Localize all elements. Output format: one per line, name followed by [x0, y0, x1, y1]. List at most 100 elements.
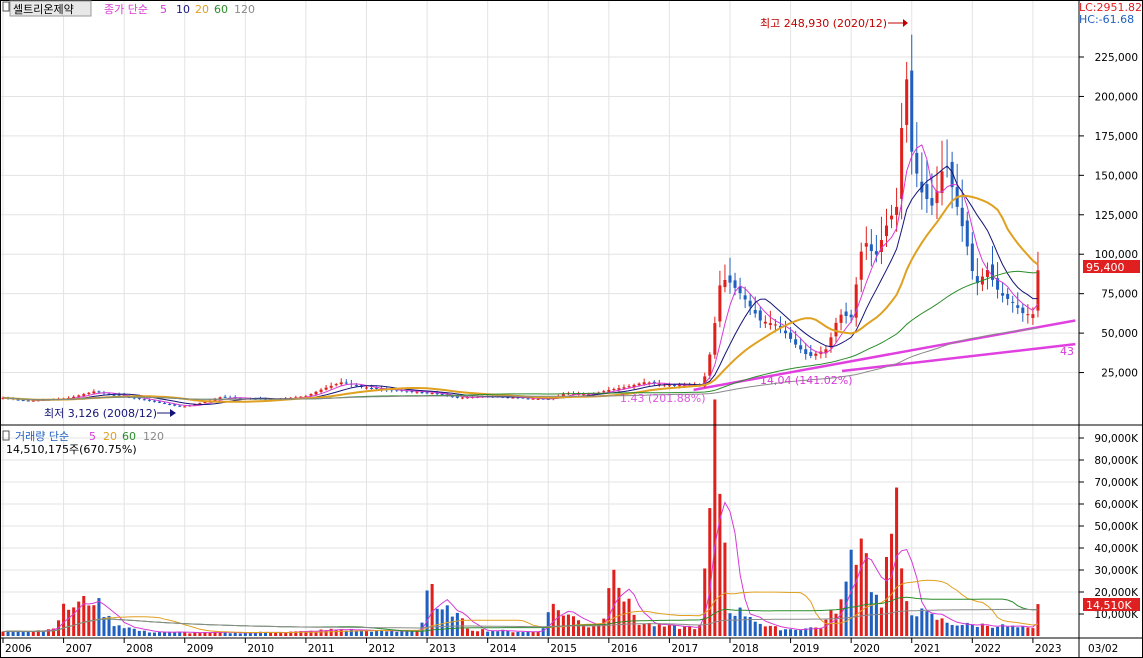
candle-body	[1036, 270, 1040, 311]
volume-bar	[819, 628, 823, 636]
y-tick-label: 200,000	[1095, 91, 1138, 103]
volume-bar	[21, 631, 25, 636]
candle-body	[708, 354, 712, 376]
candle-body	[637, 383, 641, 386]
volume-bar	[173, 631, 177, 636]
candle-body	[168, 403, 172, 405]
volume-bar	[26, 631, 30, 636]
volume-bar	[491, 630, 495, 636]
legend-checkbox-icon[interactable]	[2, 430, 10, 441]
candle-body	[985, 270, 989, 277]
candle-body	[82, 394, 86, 396]
candle-body	[1026, 314, 1030, 316]
volume-bar	[218, 632, 222, 636]
volume-bar	[662, 626, 666, 636]
candle-body	[193, 404, 197, 406]
volume-bar	[435, 608, 439, 636]
volume-bar	[1, 631, 5, 636]
candle-body	[147, 399, 151, 401]
candle-body	[960, 207, 964, 227]
volume-legend-ma120: 120	[143, 430, 164, 443]
volume-bar	[62, 603, 66, 636]
volume-bar	[16, 631, 20, 636]
stock-name-box[interactable]	[9, 0, 92, 17]
volume-bar	[82, 595, 86, 636]
volume-bar	[137, 630, 141, 636]
high-annotation: 최고 248,930 (2020/12)	[760, 17, 887, 30]
candle-body	[92, 391, 96, 394]
volume-bar	[163, 632, 167, 636]
candle-body	[996, 278, 1000, 290]
y-tick-label: 75,000	[1101, 289, 1138, 301]
volume-bar	[112, 626, 116, 636]
volume-bar	[1001, 624, 1005, 636]
volume-bar	[213, 631, 217, 636]
volume-legend-ma5: 5	[89, 430, 96, 443]
volume-bar	[1011, 625, 1015, 636]
volume-bar	[6, 630, 10, 636]
volume-legend[interactable]: 거래량 단순 5 20 60 120 14,510,175주(670.75%)	[2, 430, 164, 456]
volume-bar	[400, 630, 404, 636]
candle-body	[844, 311, 848, 317]
volume-badge-box	[1083, 598, 1140, 611]
price-ma-120-line	[2, 327, 1038, 401]
volume-bar	[97, 598, 101, 636]
volume-bar	[339, 629, 343, 636]
candle-body	[869, 244, 873, 252]
volume-bar	[36, 630, 40, 636]
volume-bar	[758, 623, 762, 636]
candle-body	[425, 392, 429, 394]
volume-bar	[405, 631, 409, 636]
volume-bar	[233, 632, 237, 636]
x-tick-label: 2016	[611, 643, 638, 655]
candle-body	[814, 353, 818, 356]
legend-checkbox-icon[interactable]	[2, 1, 10, 12]
volume-bar	[627, 598, 631, 636]
candle-body	[728, 275, 732, 283]
low-arrow-icon	[157, 409, 176, 417]
volume-bar	[677, 628, 682, 636]
volume-bar	[824, 619, 828, 636]
volume-bar	[269, 632, 273, 636]
candle-body	[773, 324, 777, 326]
candle-body	[864, 243, 868, 247]
volume-bar	[864, 553, 868, 636]
candle-body	[672, 384, 676, 386]
candle-body	[930, 198, 934, 206]
volume-bar	[253, 632, 257, 636]
volume-bar	[309, 630, 313, 636]
volume-bar	[955, 625, 959, 636]
volume-bar	[243, 632, 247, 636]
volume-bar	[354, 630, 358, 636]
candle-body	[87, 392, 91, 394]
x-tick-label: 2008	[126, 643, 153, 655]
volume-bar	[647, 622, 651, 636]
candle-body	[203, 401, 207, 403]
candle-body	[132, 397, 136, 399]
candle-body	[778, 325, 782, 328]
volume-bar	[470, 630, 475, 636]
candle-body	[339, 382, 343, 385]
x-tick-label: 2006	[5, 643, 32, 655]
volume-bar	[248, 632, 252, 636]
price-legend-ma10: 10	[176, 3, 190, 16]
candle-body	[703, 376, 707, 387]
volume-bar	[410, 630, 414, 636]
volume-bar	[839, 599, 843, 636]
price-legend[interactable]: 셀트리온제약 종가 단순 5 10 20 60 120	[2, 0, 255, 17]
candle-body	[178, 405, 182, 407]
y-tick-label: 225,000	[1095, 52, 1138, 64]
candle-body	[1016, 305, 1020, 308]
volume-bar	[349, 628, 353, 636]
candle-body	[304, 396, 308, 398]
candle-body	[743, 295, 747, 300]
volume-bar	[652, 626, 656, 636]
volume-bar	[223, 631, 227, 636]
price-legend-ma60: 60	[214, 3, 228, 16]
candle-body	[890, 215, 894, 220]
volume-bar	[607, 588, 611, 636]
candle-body	[607, 389, 611, 392]
x-tick-label: 2014	[490, 643, 517, 655]
volume-bar	[178, 632, 182, 636]
